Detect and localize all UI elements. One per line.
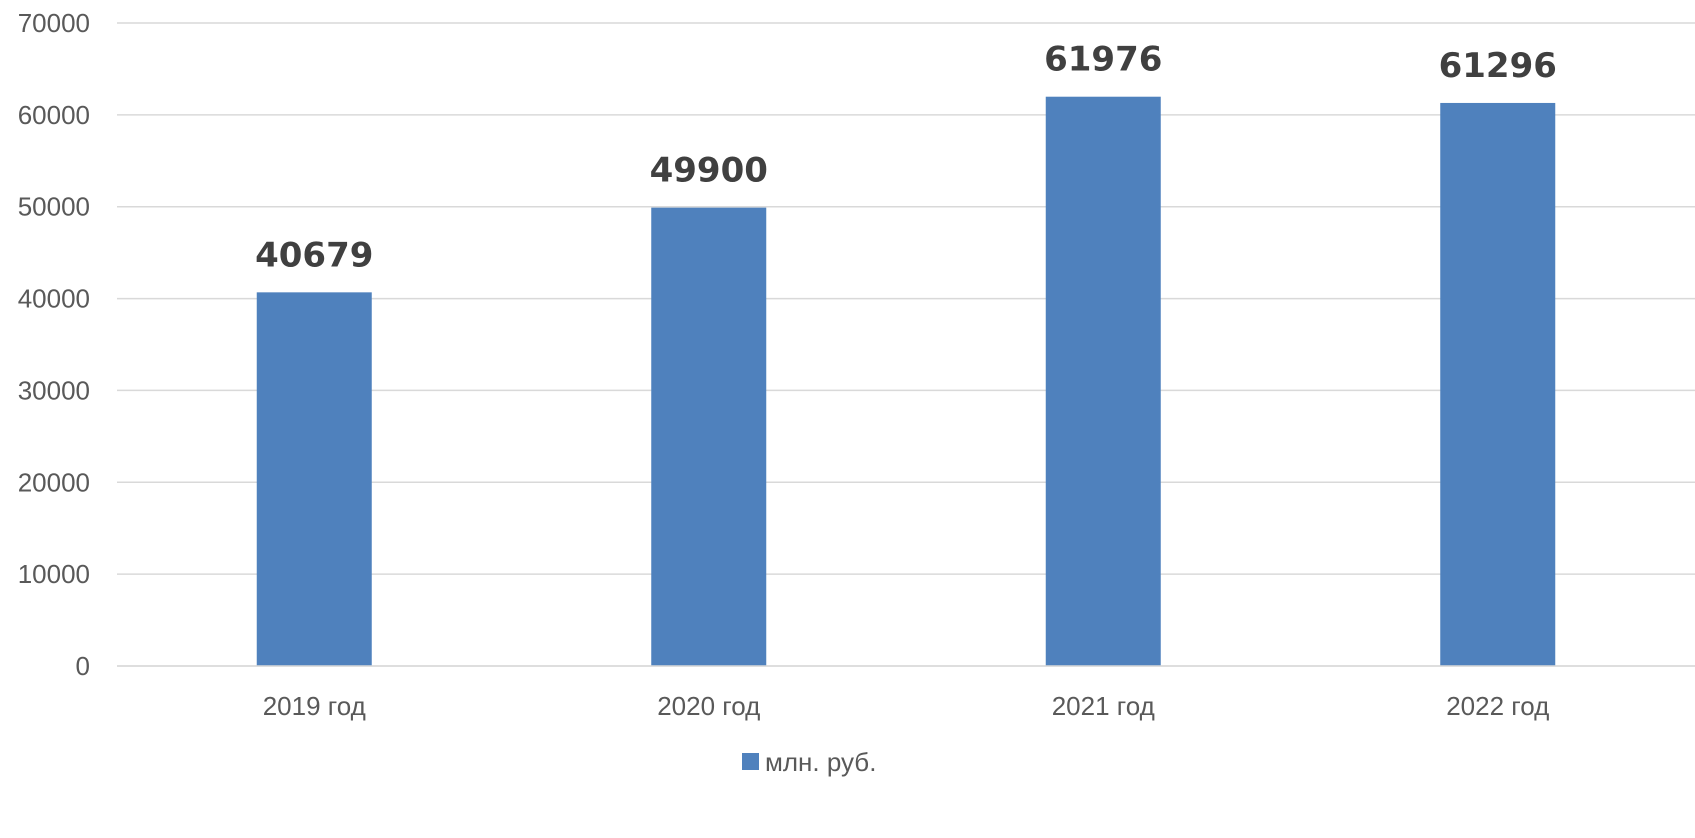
bar-2022-год [1440,102,1556,666]
x-axis: 2019 год 2020 год 2021 год 2022 год [117,665,1695,721]
y-tick-label: 50000 [18,192,90,222]
bar-2021-год [1045,96,1161,666]
x-tick-label: 2021 год [1052,691,1155,721]
bar-2019-год [256,292,372,666]
y-tick-label: 60000 [18,100,90,130]
gridlines [117,22,1695,667]
y-tick-label: 40000 [18,284,90,314]
x-tick-label: 2022 год [1446,691,1549,721]
y-tick-label: 10000 [18,559,90,589]
y-tick-label: 30000 [18,375,90,405]
data-label: 49900 [650,151,768,191]
y-axis: 0 10000 20000 30000 40000 50000 60000 70000 [18,8,90,681]
legend-label: млн. руб. [765,747,876,777]
y-tick-label: 0 [76,651,90,681]
bar-2020-год [651,207,767,666]
data-labels: 40679 49900 61976 61296 [255,40,1557,276]
legend-swatch [742,753,759,770]
data-label: 61976 [1044,40,1162,80]
y-tick-label: 20000 [18,467,90,497]
bars [256,96,1556,666]
data-label: 61296 [1439,46,1557,86]
x-tick-label: 2019 год [263,691,366,721]
y-tick-label: 70000 [18,8,90,38]
legend: млн. руб. [742,747,876,777]
x-tick-label: 2020 год [657,691,760,721]
data-label: 40679 [255,235,373,275]
